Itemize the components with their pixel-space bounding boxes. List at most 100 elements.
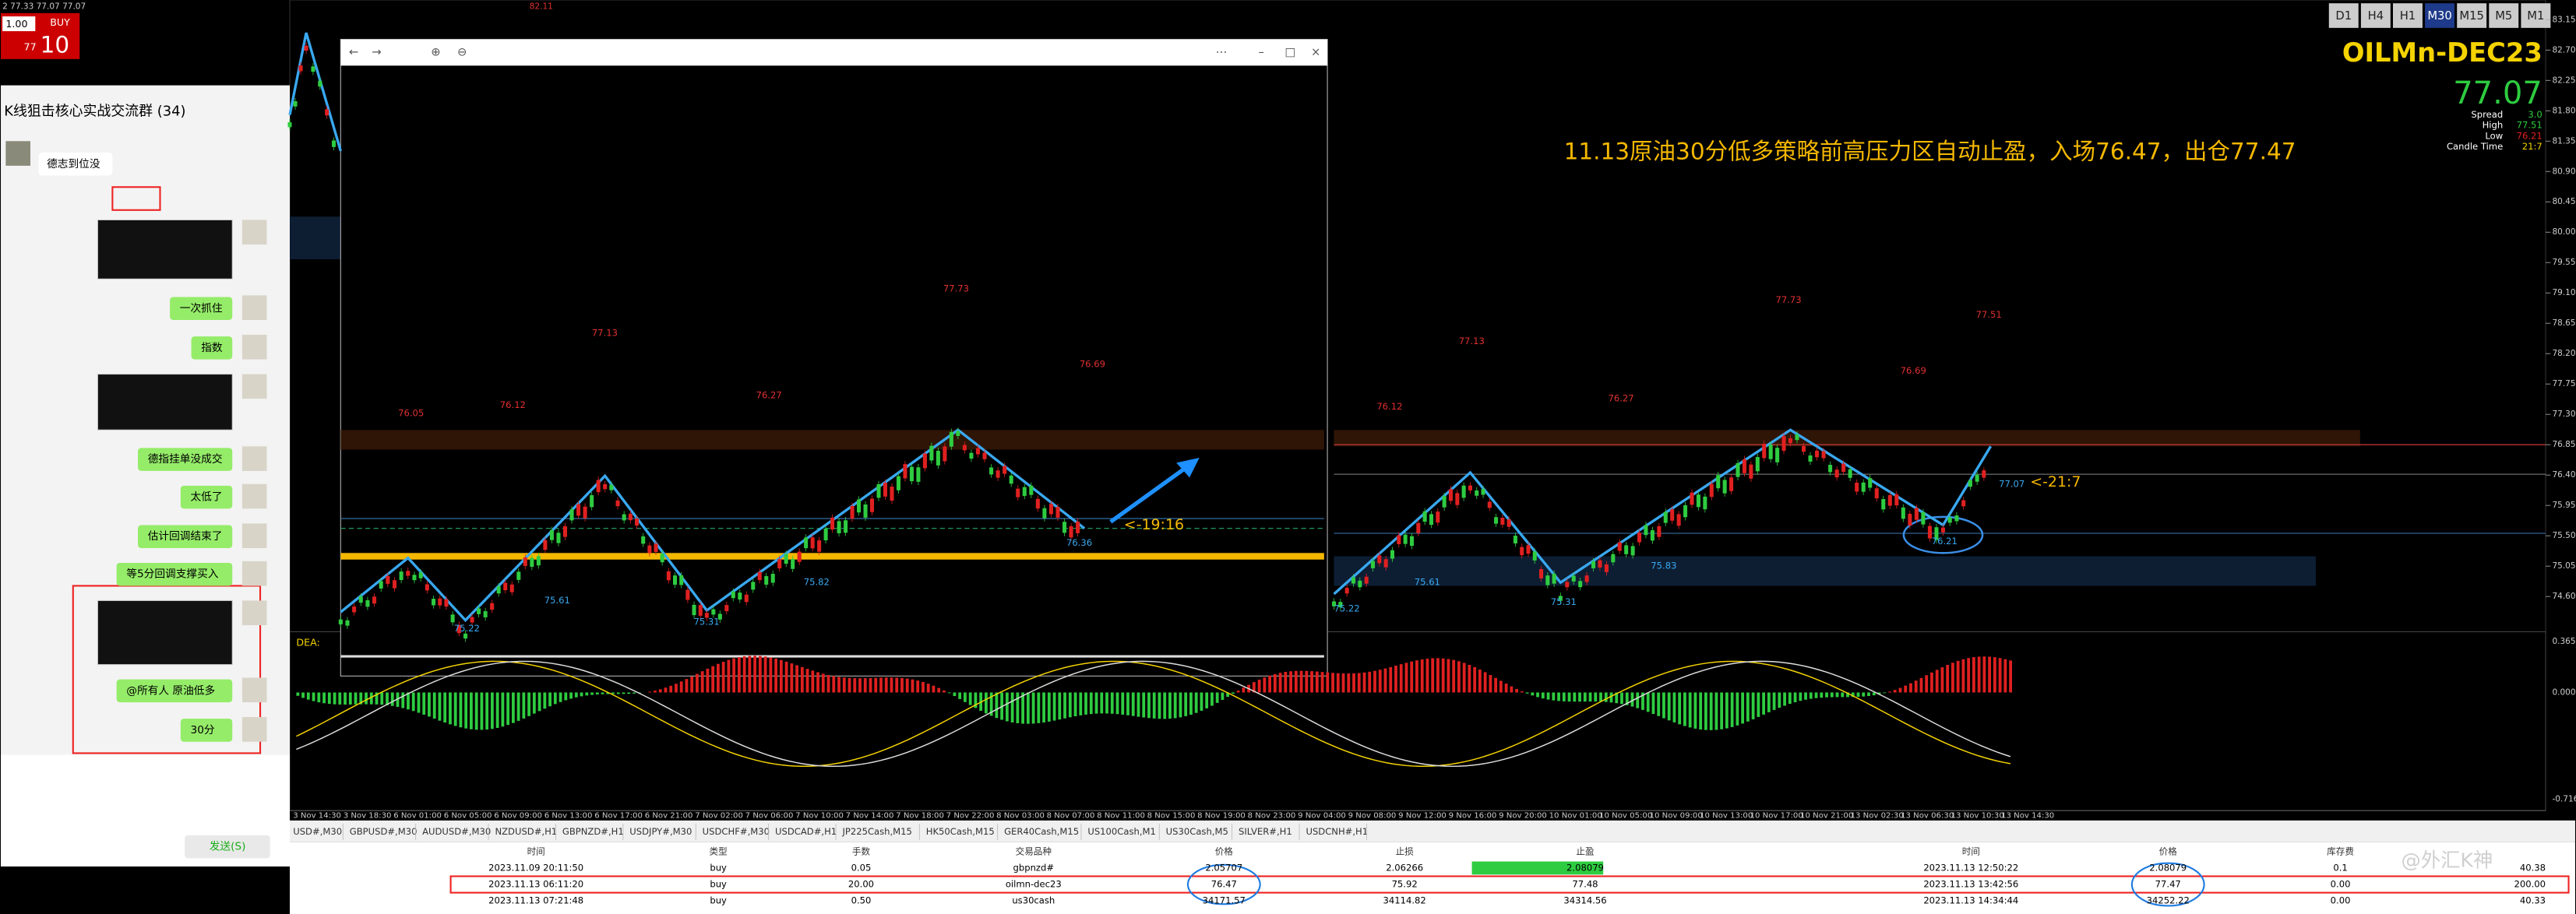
candle (1397, 535, 1401, 544)
macd-bar (1967, 658, 1971, 693)
message-bubble (180, 719, 233, 742)
macd-bar (411, 692, 415, 712)
macd-bar (1457, 661, 1461, 693)
cell: 2.05707 (1205, 862, 1242, 873)
back-icon[interactable]: ← (349, 45, 358, 58)
timeframe-button[interactable] (2360, 3, 2391, 28)
send-button[interactable] (185, 835, 270, 859)
price-label: 77.51 (1976, 309, 2002, 320)
candle (1768, 445, 1773, 459)
symbol-tab[interactable]: JP225Cash,M15 (841, 826, 911, 837)
macd-bar (1704, 692, 1707, 730)
candle (751, 582, 756, 590)
macd-bar (1940, 667, 1944, 693)
macd-bar (495, 692, 499, 728)
macd-bar (1751, 692, 1755, 719)
candle (1422, 511, 1427, 522)
minimize-icon[interactable]: – (1259, 45, 1264, 58)
symbol-tab[interactable]: GBPNZD#,H1 (562, 826, 624, 837)
candle (1690, 492, 1694, 505)
zoom-in-icon[interactable]: ⊕ (431, 45, 440, 58)
candle (890, 487, 894, 501)
symbol-tab[interactable]: SILVER#,H1 (1239, 826, 1292, 837)
cell: buy (710, 879, 727, 890)
macd-bar (1126, 692, 1129, 715)
message-bubble (116, 679, 233, 703)
macd-bar (1599, 692, 1602, 702)
tp-hit (1471, 861, 1604, 875)
candle (1663, 511, 1668, 523)
macd-bar (422, 692, 426, 715)
timeframe-button[interactable] (2425, 3, 2455, 28)
forward-icon[interactable]: → (372, 45, 381, 58)
candle (764, 576, 769, 585)
symbol-tab[interactable]: USDCHF#,M30 (703, 826, 770, 837)
symbol-tab[interactable]: GBPUSD#,M30 (350, 826, 418, 837)
more-icon[interactable]: ⋯ (1216, 45, 1228, 58)
time-axis-label: 8 Nov 11:00 (1097, 812, 1145, 821)
price-axis-label: 75.95 (2552, 501, 2575, 510)
candle (1874, 488, 1879, 499)
price-axis-label: 79.55 (2552, 258, 2575, 267)
macd-bar (390, 692, 394, 706)
macd-bar (1567, 692, 1571, 702)
timeframe-button[interactable] (2328, 3, 2359, 28)
time-axis-label: 10 Nov 17:00 (1750, 812, 1803, 821)
symbol-tab[interactable]: NZDUSD#,H1 (495, 826, 557, 837)
zoom-out-icon[interactable]: ⊖ (457, 45, 467, 58)
macd-bar (1667, 692, 1671, 721)
trade-history (290, 842, 2575, 914)
macd-bar (1147, 692, 1151, 719)
candle (293, 100, 298, 107)
macd-bar (1893, 690, 1897, 693)
symbol-tab[interactable]: GER40Cash,M15 (1004, 826, 1079, 837)
candle (692, 604, 696, 616)
macd-bar (359, 692, 363, 705)
macd-bar (1672, 692, 1676, 722)
symbol-tab[interactable]: USDCAD#,H1 (775, 826, 837, 837)
time-axis-label: 13 Nov 06:30 (1901, 812, 1954, 821)
macd-bar (1762, 692, 1766, 715)
symbol-tab[interactable]: USDCNH#,H1 (1306, 826, 1368, 837)
cell: 2.08079 (2149, 862, 2187, 873)
timeframe-button[interactable] (2521, 3, 2551, 28)
macd-bar (1026, 692, 1030, 724)
candle (358, 596, 363, 603)
macd-bar (1641, 692, 1644, 710)
send-label: 发送(S) (210, 841, 246, 853)
candle (1868, 478, 1873, 488)
symbol-tab[interactable]: US30Cash,M5 (1166, 826, 1228, 837)
candle (1364, 576, 1369, 584)
symbol-tab[interactable]: USD#,M30 (293, 826, 342, 837)
macd-bar (1436, 658, 1440, 693)
symbol-tab[interactable]: AUDUSD#,M30 (422, 826, 491, 837)
candle (331, 140, 337, 147)
macd-bar (964, 692, 967, 702)
macd-bar (1830, 692, 1834, 698)
lots: 1.00 (5, 18, 27, 30)
macd-bar (428, 692, 431, 717)
macd-bar (1552, 692, 1556, 701)
candle (372, 596, 377, 604)
maximize-icon[interactable]: □ (1284, 45, 1295, 58)
cell: 2023.11.13 13:42:56 (1923, 879, 2018, 890)
price-big: 10 (41, 32, 70, 58)
timeframe-button[interactable] (2457, 3, 2487, 28)
timeframe-button[interactable] (2489, 3, 2519, 28)
candle (797, 551, 802, 562)
macd-bar (1914, 680, 1918, 693)
symbol-tab[interactable]: HK50Cash,M15 (926, 826, 995, 837)
timeframe-button[interactable] (2392, 3, 2423, 28)
close-icon[interactable]: × (1311, 45, 1320, 58)
macd-bar (1573, 692, 1577, 702)
symbol-tab[interactable]: USDJPY#,M30 (629, 826, 692, 837)
candle (418, 572, 423, 578)
candle (1637, 533, 1642, 543)
symbol-tab[interactable]: US100Cash,M1 (1087, 826, 1156, 837)
macd-bar (1341, 673, 1345, 693)
candle (1696, 494, 1700, 508)
macd-bar (1594, 692, 1598, 702)
time-axis-label: 9 Nov 04:00 (1298, 812, 1346, 821)
candle (379, 581, 383, 589)
macd-bar (1447, 659, 1450, 693)
